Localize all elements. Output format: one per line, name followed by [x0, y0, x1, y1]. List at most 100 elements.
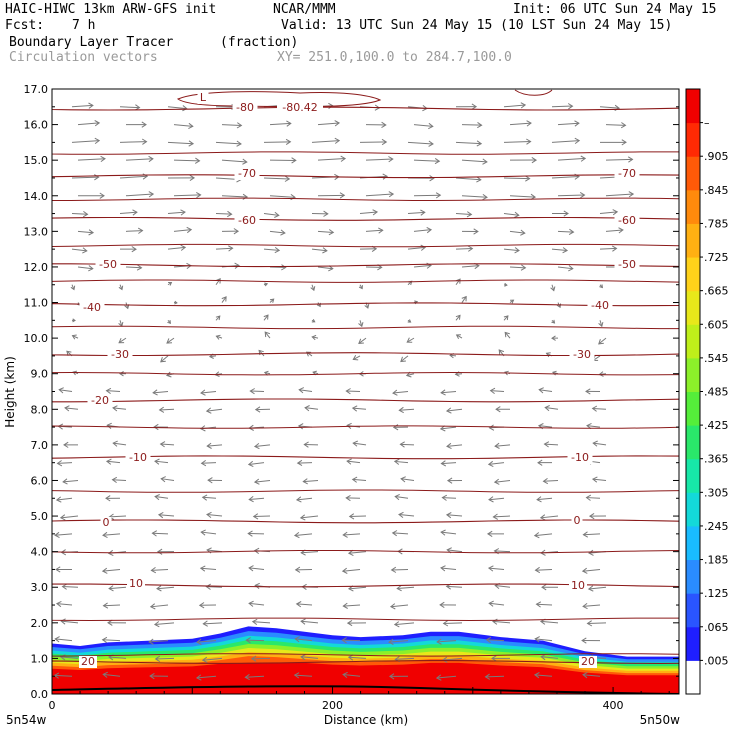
circulation-vector-head — [280, 229, 286, 236]
circulation-vector — [296, 497, 313, 501]
circulation-vector — [202, 496, 217, 499]
circulation-vector-head — [215, 334, 221, 340]
circulation-vector-head — [274, 246, 281, 254]
circulation-vector — [317, 266, 333, 270]
circulation-vector-head — [293, 672, 300, 679]
circulation-vector-head — [153, 621, 160, 628]
circulation-vector-head — [435, 674, 442, 681]
circulation-vector-head — [476, 140, 483, 147]
circulation-vector — [102, 568, 121, 572]
circulation-vector — [455, 248, 473, 250]
circulation-vector-head — [620, 122, 627, 129]
y-tick-label: 14.0 — [24, 190, 49, 203]
circulation-vector — [540, 515, 559, 519]
colorbar-swatch — [686, 156, 700, 191]
colorbar-swatch — [686, 660, 700, 695]
circulation-vector-head — [53, 672, 60, 679]
circulation-vector-head — [455, 334, 461, 340]
circulation-vector — [106, 460, 121, 464]
circulation-vector-head — [151, 530, 158, 537]
circulation-vector — [391, 568, 409, 571]
circulation-vector — [112, 479, 127, 481]
circulation-vector-head — [199, 565, 206, 572]
contour-label: 20 — [581, 655, 595, 668]
circulation-vector-head — [526, 138, 532, 145]
circulation-vector — [535, 568, 553, 571]
circulation-vector-head — [342, 531, 348, 538]
circulation-vector — [545, 407, 559, 410]
circulation-vector-head — [539, 514, 546, 521]
circulation-vector — [398, 514, 415, 517]
circulation-vector — [358, 337, 367, 344]
circulation-vector-head — [107, 619, 113, 626]
x-axis-label: Distance (km) — [324, 713, 408, 727]
y-tick-label: 2.0 — [31, 617, 49, 630]
circulation-vector-head — [494, 442, 500, 449]
circulation-vector-head — [537, 459, 543, 466]
circulation-vector — [109, 586, 127, 590]
circulation-vector-head — [520, 264, 527, 271]
circulation-vector — [108, 656, 127, 659]
circulation-vector-head — [461, 295, 467, 302]
contour-label: -40 — [83, 301, 101, 314]
y-tick-label: 7.0 — [31, 439, 49, 452]
circulation-vector — [406, 373, 415, 376]
contour-line — [52, 106, 679, 111]
circulation-vector — [158, 514, 175, 517]
contour-label-bg — [571, 515, 583, 527]
circulation-vector-head — [165, 371, 172, 378]
circulation-vector-head — [541, 584, 547, 591]
contour-label: -60 — [618, 214, 636, 227]
circulation-vector — [353, 442, 367, 446]
colorbar-label: .545 — [704, 352, 729, 365]
circulation-vector — [582, 568, 601, 572]
circulation-vector-head — [200, 389, 206, 396]
circulation-vector — [583, 533, 601, 536]
circulation-vector-head — [82, 210, 89, 218]
circulation-vector — [173, 194, 201, 197]
circulation-vector — [215, 141, 242, 145]
circulation-vector-head — [253, 478, 260, 485]
circulation-vector-head — [345, 388, 351, 395]
contour-line — [52, 519, 679, 524]
circulation-vector — [206, 408, 223, 412]
circulation-vector-head — [157, 511, 164, 519]
circulation-vector-head — [488, 424, 495, 431]
circulation-vector — [392, 532, 409, 535]
circulation-vector-head — [495, 406, 501, 413]
colorbar-swatch — [686, 223, 700, 258]
circulation-vector — [436, 675, 457, 679]
contour-label-bg — [95, 259, 121, 271]
circulation-vector — [317, 158, 346, 161]
circulation-vector-head — [299, 514, 306, 521]
circulation-vector — [494, 550, 511, 553]
closed-contour-right — [514, 89, 553, 96]
circulation-vector-head — [394, 493, 400, 501]
vector-label: Circulation vectors — [9, 50, 158, 65]
circulation-vector-head — [284, 175, 291, 182]
circulation-vector-head — [334, 120, 341, 127]
cross-section-endpoints: XY= 251.0,100.0 to 284.7,100.0 — [277, 50, 512, 65]
circulation-vector — [258, 350, 265, 357]
circulation-vector-head — [439, 425, 446, 432]
circulation-vector — [413, 264, 432, 268]
circulation-vector-head — [381, 121, 387, 129]
circulation-vector-head — [396, 585, 402, 592]
circulation-vector — [395, 657, 415, 660]
circulation-vector — [504, 332, 511, 339]
circulation-vector — [540, 620, 559, 624]
circulation-vector — [503, 177, 530, 180]
circulation-vector-head — [94, 137, 101, 145]
circulation-vector — [109, 515, 127, 518]
circulation-vector-head — [158, 406, 165, 413]
circulation-vector — [200, 391, 217, 394]
circulation-vector — [71, 140, 100, 143]
field-name: Boundary Layer Tracer — [9, 35, 174, 50]
circulation-vector — [269, 122, 291, 126]
circulation-vector — [461, 265, 479, 268]
circulation-vector-head — [533, 672, 540, 679]
circulation-vector — [311, 140, 340, 143]
contour-line — [52, 371, 679, 376]
circulation-vector-head — [227, 210, 233, 218]
circulation-vector — [64, 407, 79, 410]
